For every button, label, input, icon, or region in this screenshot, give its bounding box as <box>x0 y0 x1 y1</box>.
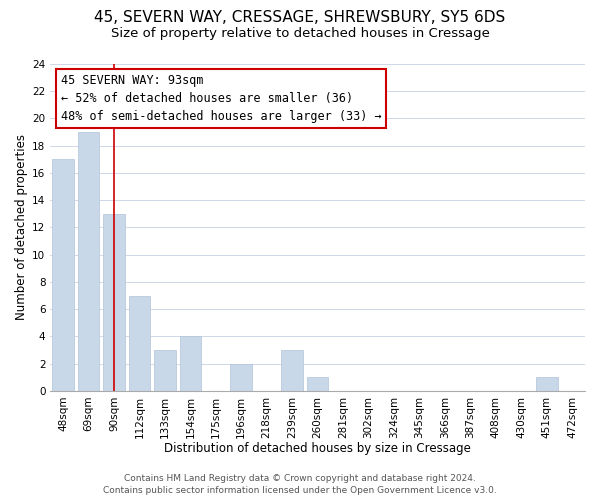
Bar <box>307 377 328 391</box>
Text: 45, SEVERN WAY, CRESSAGE, SHREWSBURY, SY5 6DS: 45, SEVERN WAY, CRESSAGE, SHREWSBURY, SY… <box>94 10 506 25</box>
Bar <box>77 132 99 391</box>
Y-axis label: Number of detached properties: Number of detached properties <box>15 134 28 320</box>
Bar <box>179 336 201 391</box>
Bar <box>103 214 125 391</box>
Bar <box>154 350 176 391</box>
Bar <box>128 296 150 391</box>
Bar <box>281 350 303 391</box>
Text: Size of property relative to detached houses in Cressage: Size of property relative to detached ho… <box>110 28 490 40</box>
Text: Contains HM Land Registry data © Crown copyright and database right 2024.
Contai: Contains HM Land Registry data © Crown c… <box>103 474 497 495</box>
Bar <box>230 364 252 391</box>
X-axis label: Distribution of detached houses by size in Cressage: Distribution of detached houses by size … <box>164 442 471 455</box>
Bar <box>52 160 74 391</box>
Text: 45 SEVERN WAY: 93sqm
← 52% of detached houses are smaller (36)
48% of semi-detac: 45 SEVERN WAY: 93sqm ← 52% of detached h… <box>61 74 382 123</box>
Bar <box>536 377 557 391</box>
